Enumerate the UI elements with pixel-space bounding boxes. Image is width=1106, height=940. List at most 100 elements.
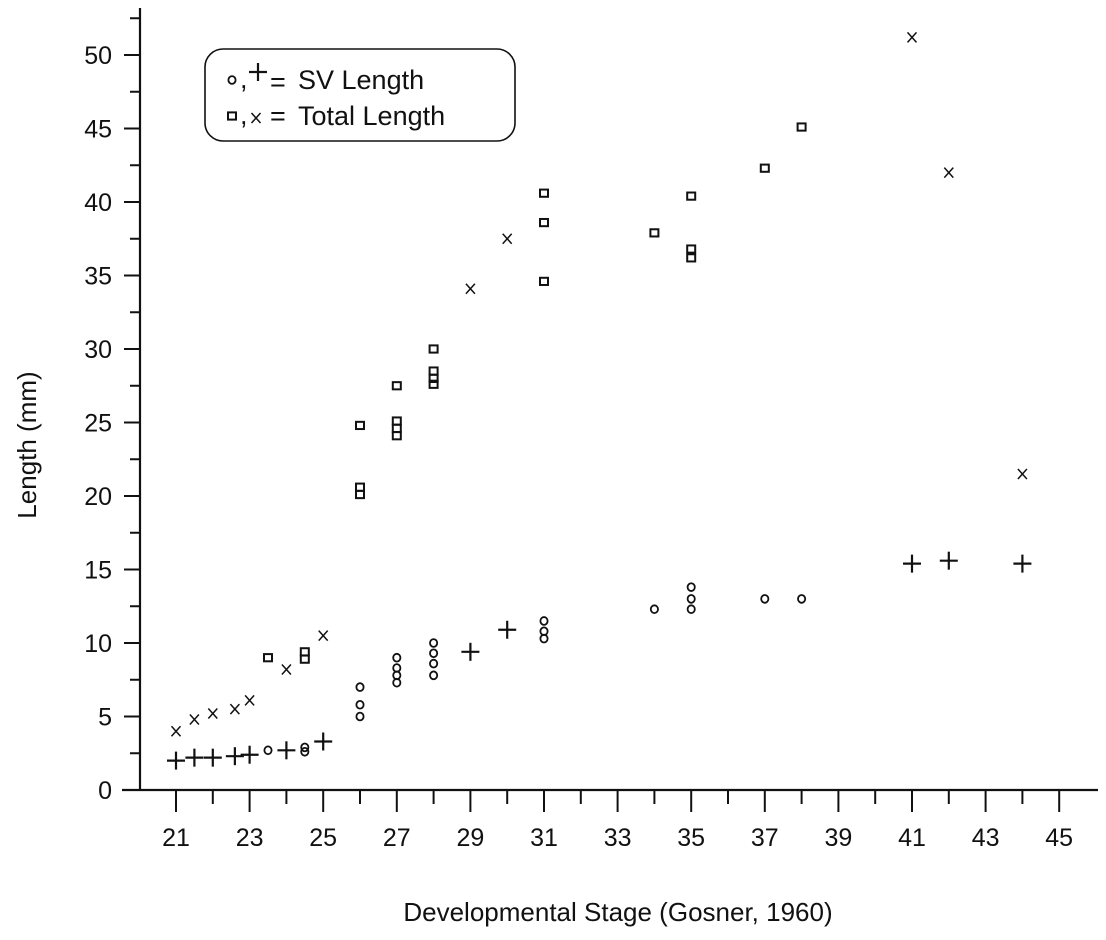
data-point-circle (300, 746, 310, 757)
axes: 21 23 25 27 29 31 33 35 37 39 41 43 45 0 5 10 15 20 25 30 35… (84, 8, 1098, 852)
series-plus (167, 551, 1032, 770)
legend-markers: , =, = (227, 63, 286, 131)
data-point-square (428, 379, 439, 389)
data-point-x (207, 708, 218, 720)
y-tick-label: 5 (98, 704, 112, 732)
data-point-plus (203, 748, 222, 767)
data-point-circle (429, 648, 439, 659)
x-tick-label: 31 (530, 824, 558, 852)
data-point-square (428, 344, 439, 354)
data-point-square (391, 416, 402, 426)
data-point-circle (355, 682, 365, 692)
legend-circle-marker (227, 75, 237, 85)
data-point-x (170, 725, 182, 737)
x-tick-label: 33 (604, 824, 632, 852)
data-point-circle (429, 670, 439, 681)
x-tick-label: 25 (309, 824, 337, 852)
x-tick-label: 35 (677, 824, 705, 852)
data-point-circle (649, 604, 659, 614)
data-point-square (759, 163, 770, 173)
y-tick-label: 45 (84, 116, 112, 144)
data-point-plus (939, 551, 958, 570)
y-tick-label: 40 (84, 189, 112, 217)
x-tick-label: 21 (162, 824, 190, 852)
data-point-plus (240, 745, 259, 764)
data-point-square (686, 253, 697, 263)
y-tick-label: 35 (84, 263, 112, 291)
data-point-square (299, 647, 310, 657)
data-point-plus (314, 732, 333, 751)
legend-square-marker (227, 111, 237, 121)
y-axis-title: Length (mm) (12, 371, 42, 518)
data-point-x (318, 630, 329, 642)
y-tick-label: 50 (84, 42, 112, 70)
data-point-circle (686, 594, 696, 604)
data-point-square (391, 381, 402, 391)
data-point-x (943, 167, 954, 179)
data-point-circle (760, 594, 770, 604)
data-point-square (686, 191, 697, 201)
data-point-circle (429, 638, 439, 648)
data-point-square (263, 653, 273, 663)
y-tick-label: 30 (84, 336, 112, 364)
data-point-circle (686, 582, 696, 592)
series-square (263, 122, 807, 664)
series-x (170, 31, 1028, 737)
x-axis-title: Developmental Stage (Gosner, 1960) (403, 897, 832, 927)
x-tick-label: 37 (751, 824, 779, 852)
data-point-plus (1013, 554, 1032, 573)
data-point-plus (903, 554, 921, 573)
data-point-circle (392, 663, 402, 673)
y-tick-label: 25 (84, 410, 112, 438)
x-tick-label: 29 (456, 824, 484, 852)
data-point-plus (461, 642, 480, 661)
data-point-plus (225, 747, 244, 766)
data-point-square (355, 489, 365, 500)
data-point-plus (498, 620, 517, 639)
data-point-plus (185, 748, 204, 767)
legend-comma: , (240, 64, 248, 94)
data-point-x (189, 713, 200, 725)
data-point-square (428, 366, 439, 376)
data-point-square (539, 276, 549, 286)
data-point-plus (277, 741, 296, 760)
legend-comma: , (240, 100, 248, 130)
y-tick-label: 15 (84, 557, 112, 585)
x-tick-label: 39 (824, 824, 852, 852)
data-point-circle (392, 652, 402, 663)
data-point-x (465, 283, 476, 295)
x-tick-label: 23 (236, 824, 264, 852)
data-point-x (906, 31, 918, 43)
x-tick-label: 41 (898, 824, 926, 852)
legend-plus-marker (249, 63, 267, 81)
data-point-square (539, 188, 549, 198)
data-point-x (281, 663, 292, 675)
data-point-circle (797, 594, 807, 604)
legend-equals: = (270, 101, 286, 131)
data-point-square (649, 228, 660, 238)
data-point-circle (429, 658, 439, 669)
data-marks (167, 31, 1032, 770)
y-tick-label: 0 (98, 777, 112, 805)
data-point-circle (355, 699, 365, 710)
data-point-circle (263, 745, 273, 756)
y-tick-label: 20 (84, 483, 112, 511)
data-point-square (391, 423, 402, 433)
legend: , =, = SV Length Total Length (204, 48, 516, 142)
series-circle (263, 582, 807, 757)
legend-equals: = (270, 67, 286, 97)
x-tick-label: 43 (972, 824, 1000, 852)
data-point-square (686, 244, 697, 254)
data-point-square (355, 420, 365, 431)
data-point-x (244, 694, 255, 706)
data-point-circle (686, 604, 696, 614)
x-tick-label: 27 (383, 824, 411, 852)
y-tick-label: 10 (84, 630, 112, 658)
data-point-circle (300, 742, 310, 753)
data-point-square (796, 122, 807, 132)
data-point-square (391, 431, 402, 441)
legend-sv-length-label: SV Length (298, 65, 424, 95)
legend-box (204, 48, 516, 142)
